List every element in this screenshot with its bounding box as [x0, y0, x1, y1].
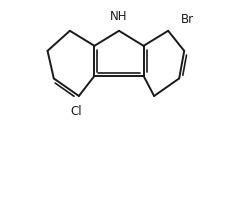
Text: Cl: Cl — [70, 104, 82, 118]
Text: Br: Br — [181, 13, 194, 26]
Text: NH: NH — [110, 11, 128, 23]
